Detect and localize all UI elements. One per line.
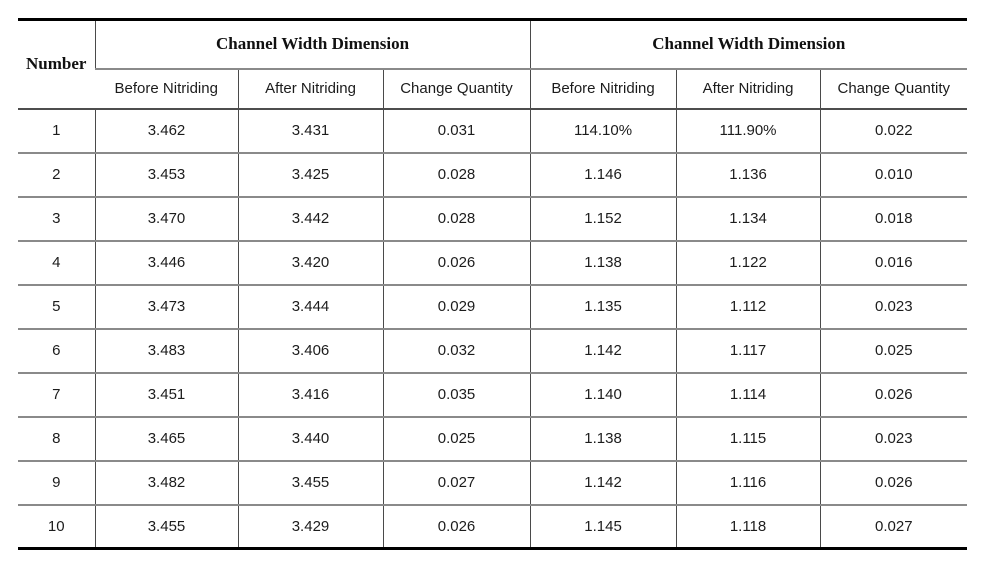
- table-row: 10 3.455 3.429 0.026 1.145 1.118 0.027: [18, 504, 968, 549]
- table-cell: 0.022: [819, 108, 968, 154]
- table-cell: 1.134: [675, 196, 821, 242]
- row-number: 2: [18, 152, 95, 198]
- table-cell: 1.114: [675, 372, 821, 418]
- table-cell: 3.406: [237, 328, 383, 374]
- table-cell: 3.483: [94, 328, 238, 374]
- table-cell: 1.116: [675, 460, 821, 506]
- table-cell: 3.473: [94, 284, 238, 330]
- table-cell: 3.425: [237, 152, 383, 198]
- table-cell: 0.027: [819, 504, 968, 549]
- table-cell: 0.028: [382, 196, 531, 242]
- table-cell: 3.470: [94, 196, 238, 242]
- table-cell: 1.140: [529, 372, 677, 418]
- table-cell: 0.026: [819, 372, 968, 418]
- table-cell: 0.023: [819, 416, 968, 462]
- table-cell: 3.420: [237, 240, 383, 286]
- table-cell: 1.138: [529, 416, 677, 462]
- table-cell: 3.451: [94, 372, 238, 418]
- table-cell: 1.146: [529, 152, 677, 198]
- table-row: 2 3.453 3.425 0.028 1.146 1.136 0.010: [18, 152, 968, 198]
- table-cell: 3.440: [237, 416, 383, 462]
- table-cell: 0.025: [819, 328, 968, 374]
- sub-header-row: Before Nitriding After Nitriding Change …: [18, 68, 968, 110]
- table-cell: 1.117: [675, 328, 821, 374]
- row-number: 8: [18, 416, 95, 462]
- table-row: 5 3.473 3.444 0.029 1.135 1.112 0.023: [18, 284, 968, 330]
- group-header-channel-width-2: Channel Width Dimension: [529, 19, 968, 70]
- group-header-row: Number Channel Width Dimension Channel W…: [18, 19, 968, 110]
- table-row: 1 3.462 3.431 0.031 114.10% 111.90% 0.02…: [18, 108, 968, 154]
- table-cell: 1.142: [529, 460, 677, 506]
- table-row: 3 3.470 3.442 0.028 1.152 1.134 0.018: [18, 196, 968, 242]
- table-cell: 3.455: [237, 460, 383, 506]
- group-header-channel-width-1: Channel Width Dimension: [94, 19, 531, 70]
- table-row: 9 3.482 3.455 0.027 1.142 1.116 0.026: [18, 460, 968, 506]
- table-cell: 1.118: [675, 504, 821, 549]
- row-number: 7: [18, 372, 95, 418]
- table-row: 8 3.465 3.440 0.025 1.138 1.115 0.023: [18, 416, 968, 462]
- table-row: 4 3.446 3.420 0.026 1.138 1.122 0.016: [18, 240, 968, 286]
- table-cell: 1.112: [675, 284, 821, 330]
- table-cell: 1.122: [675, 240, 821, 286]
- table-cell: 3.431: [237, 108, 383, 154]
- table-cell: 3.453: [94, 152, 238, 198]
- table-cell: 0.010: [819, 152, 968, 198]
- table-body: 1 3.462 3.431 0.031 114.10% 111.90% 0.02…: [18, 108, 968, 549]
- table-cell: 3.416: [237, 372, 383, 418]
- table-cell: 0.027: [382, 460, 531, 506]
- column-header-before-nitriding-2: Before Nitriding: [529, 68, 677, 110]
- row-number: 3: [18, 196, 95, 242]
- table-cell: 0.026: [382, 504, 531, 549]
- table-cell: 1.135: [529, 284, 677, 330]
- nitriding-dimension-table: Number Channel Width Dimension Channel W…: [18, 18, 968, 550]
- table-cell: 1.138: [529, 240, 677, 286]
- table-cell: 1.145: [529, 504, 677, 549]
- table-header: Number Channel Width Dimension Channel W…: [18, 19, 968, 110]
- row-number: 9: [18, 460, 95, 506]
- column-header-change-quantity-1: Change Quantity: [382, 68, 531, 110]
- table-cell: 3.446: [94, 240, 238, 286]
- table-cell: 111.90%: [675, 108, 821, 154]
- column-header-after-nitriding-2: After Nitriding: [675, 68, 821, 110]
- table-cell: 0.026: [819, 460, 968, 506]
- table-cell: 114.10%: [529, 108, 677, 154]
- row-number: 5: [18, 284, 95, 330]
- table-cell: 1.136: [675, 152, 821, 198]
- table-cell: 3.444: [237, 284, 383, 330]
- column-header-number: Number: [18, 19, 95, 110]
- table-cell: 0.035: [382, 372, 531, 418]
- table-cell: 0.028: [382, 152, 531, 198]
- table-cell: 0.025: [382, 416, 531, 462]
- table-cell: 3.465: [94, 416, 238, 462]
- row-number: 10: [47, 517, 65, 535]
- table-cell: 3.442: [237, 196, 383, 242]
- column-header-change-quantity-2: Change Quantity: [819, 68, 968, 110]
- table-row: 6 3.483 3.406 0.032 1.142 1.117 0.025: [18, 328, 968, 374]
- table-cell: 0.018: [819, 196, 968, 242]
- row-number: 1: [18, 108, 95, 154]
- table-cell: 3.462: [94, 108, 238, 154]
- row-number: 6: [18, 328, 95, 374]
- table-cell: 3.429: [237, 504, 383, 549]
- row-number: 4: [18, 240, 95, 286]
- table-cell: 0.031: [382, 108, 531, 154]
- column-header-before-nitriding-1: Before Nitriding: [95, 68, 238, 110]
- table-cell: 0.029: [382, 284, 531, 330]
- column-header-after-nitriding-1: After Nitriding: [237, 68, 383, 110]
- table-cell: 3.455: [94, 504, 238, 549]
- table-cell: 0.016: [819, 240, 968, 286]
- table-cell: 1.142: [529, 328, 677, 374]
- table-row: 7 3.451 3.416 0.035 1.140 1.114 0.026: [18, 372, 968, 418]
- table-cell: 3.482: [94, 460, 238, 506]
- table-cell: 1.115: [675, 416, 821, 462]
- table-cell: 0.032: [382, 328, 531, 374]
- table-cell: 1.152: [529, 196, 677, 242]
- table-cell: 0.026: [382, 240, 531, 286]
- table-cell: 0.023: [819, 284, 968, 330]
